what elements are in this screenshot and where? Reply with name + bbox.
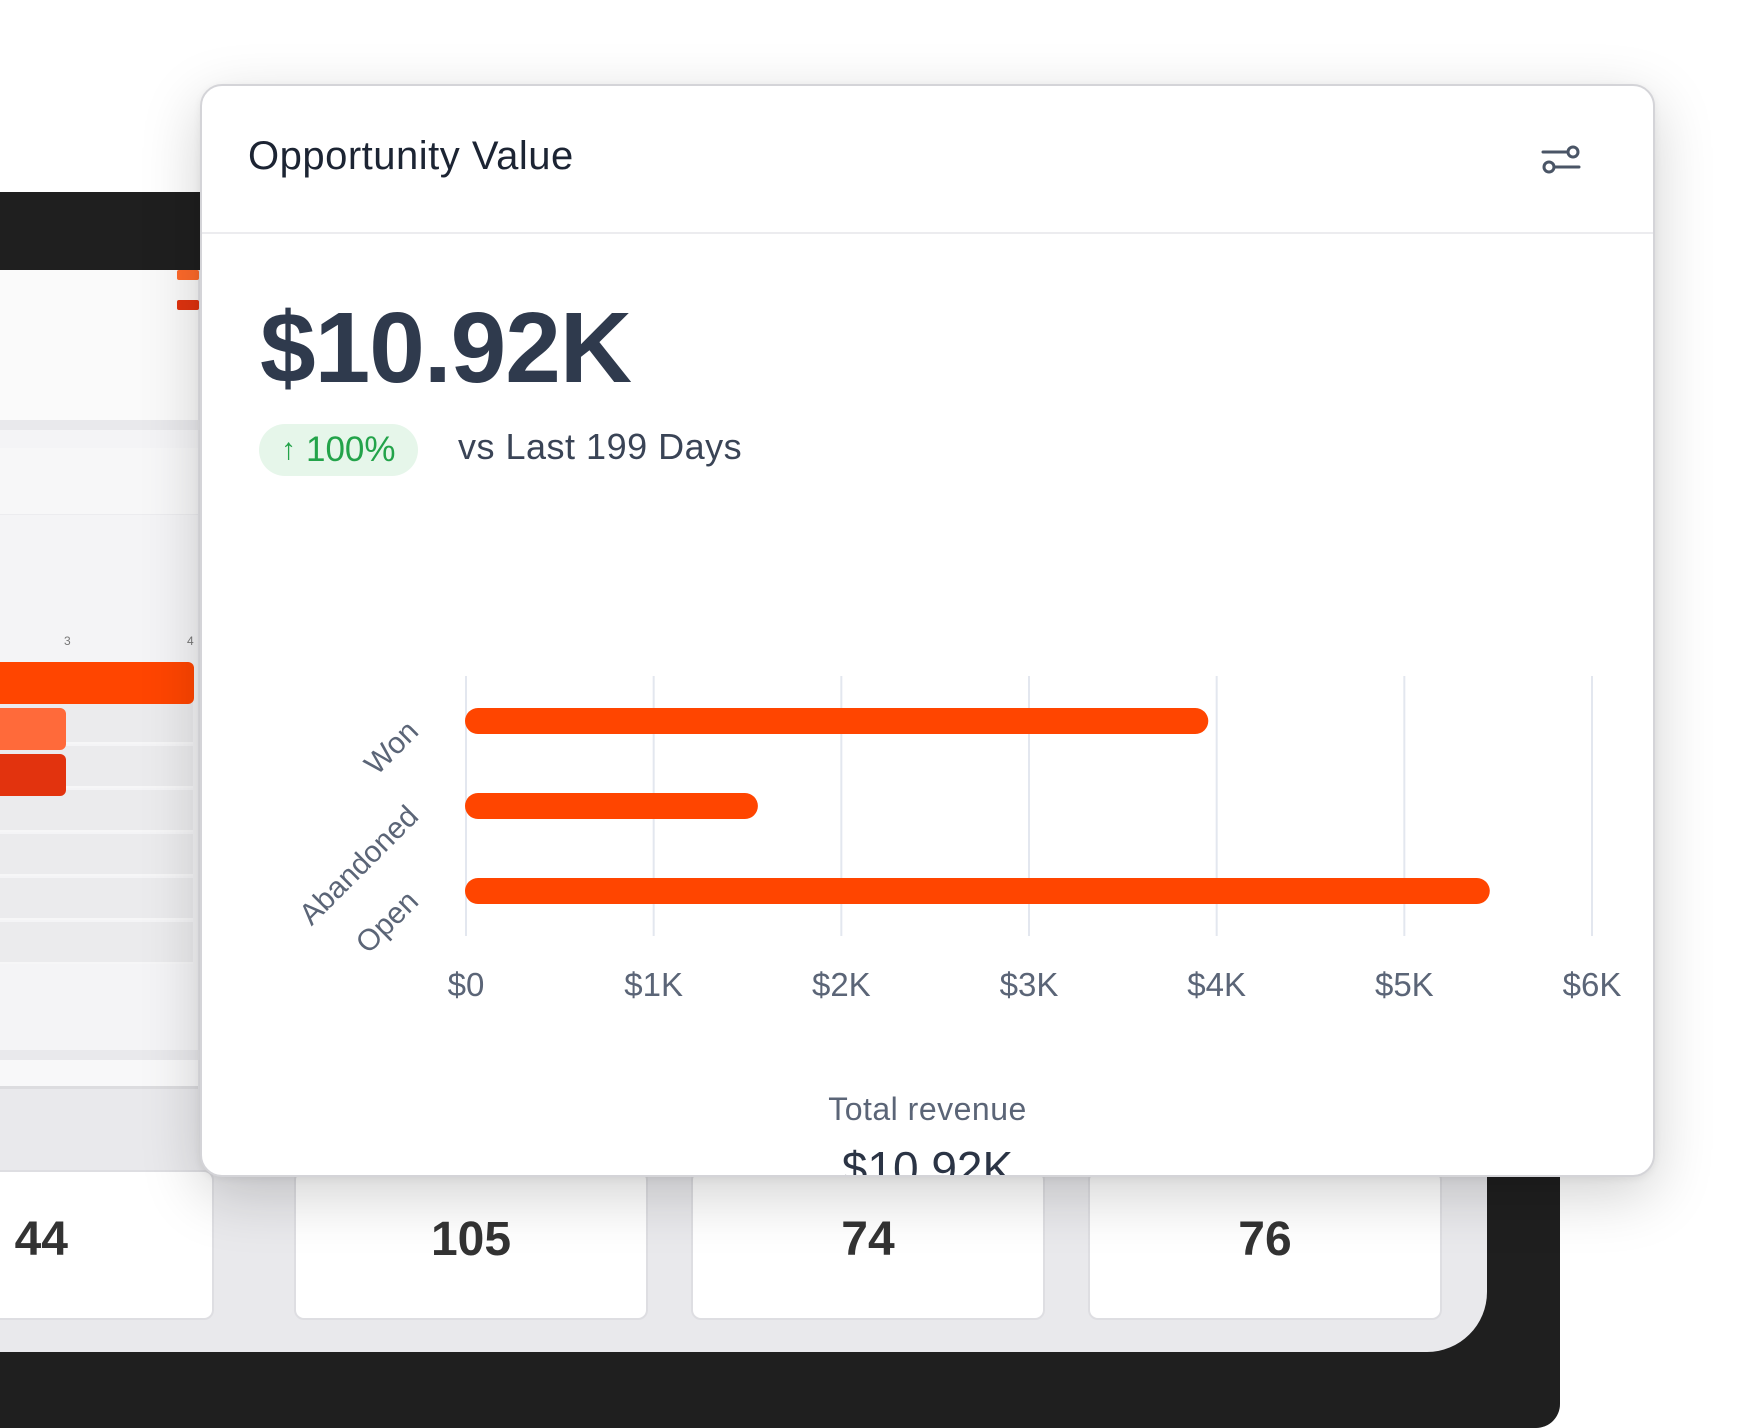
total-value: $10.92K [260,292,632,404]
opportunity-value-card: Opportunity Value $10.92K ↑ 100% vs Last… [200,84,1655,1177]
footer-label: Total revenue [828,1091,1027,1127]
background-row [0,878,193,920]
change-percent: 100% [306,430,396,469]
comparison-text: vs Last 199 Days [458,426,743,467]
background-row [0,922,193,964]
footer-value: $10.92K [841,1142,1014,1177]
stat-card: 74 [691,1170,1045,1320]
background-panel [0,270,199,420]
x-tick-label: $2K [812,966,871,1003]
background-chart-section: 3 4 [0,430,198,1050]
stat-card: 105 [294,1170,648,1320]
background-divider [0,1060,198,1089]
card-header: Opportunity Value [202,86,1653,234]
background-section-header [0,448,198,515]
x-tick-label: $5K [1375,966,1434,1003]
stat-card: 76 [1088,1170,1442,1320]
background-row [0,834,193,876]
card-title: Opportunity Value [248,134,574,178]
arrow-up-icon: ↑ [281,433,296,466]
stat-card: 44 [0,1170,214,1320]
background-tick-label: 3 [64,634,71,648]
background-legend-swatch [177,270,199,280]
x-tick-label: $4K [1187,966,1246,1003]
category-label: Open [350,885,425,960]
background-legend-swatch [177,300,199,310]
stat-value: 74 [841,1213,895,1266]
sliders-icon [1541,145,1581,174]
stat-value: 76 [1238,1213,1292,1266]
category-label: Won [358,715,425,782]
background-tick-label: 4 [187,634,194,648]
background-bar [0,662,194,704]
settings-button[interactable] [1537,136,1585,184]
x-tick-label: $0 [448,966,485,1003]
background-row [0,790,193,832]
background-bar [0,754,66,796]
change-badge: ↑ 100% [259,424,418,476]
stat-value: 105 [430,1213,512,1266]
x-tick-label: $1K [624,966,683,1003]
x-tick-label: $3K [1000,966,1059,1003]
stat-value: 44 [14,1213,68,1266]
x-tick-label: $6K [1563,966,1622,1003]
background-bar [0,708,66,750]
